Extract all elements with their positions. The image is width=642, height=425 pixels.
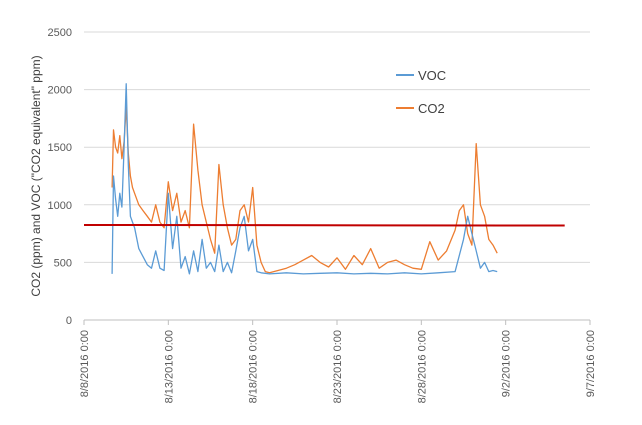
- x-tick-label: 8/13/2016 0:00: [163, 330, 175, 403]
- y-tick-label: 0: [66, 315, 72, 327]
- x-tick-label: 8/23/2016 0:00: [332, 330, 344, 403]
- series-line-voc: [111, 83, 498, 275]
- y-tick-label: 2500: [48, 27, 72, 39]
- reference-layer: [83, 223, 565, 227]
- y-axis-title: CO2 (ppm) and VOC ("CO2 equivalent" ppm): [29, 55, 43, 296]
- series-layer: [111, 83, 498, 275]
- x-tick-label: 8/28/2016 0:00: [416, 330, 428, 403]
- x-tick-label: 8/8/2016 0:00: [79, 330, 91, 397]
- y-tick-label: 2000: [48, 85, 72, 97]
- x-tick-labels: 8/8/2016 0:00 8/13/2016 0:00 8/18/2016 0:0…: [79, 330, 597, 403]
- legend-label-voc: VOC: [418, 68, 446, 83]
- x-tick-label: 8/18/2016 0:00: [248, 330, 260, 403]
- series-line-co2: [111, 106, 498, 274]
- legend: VOC CO2: [396, 68, 446, 116]
- x-axis: [83, 319, 591, 325]
- gridlines: [84, 31, 590, 263]
- threshold-line: [83, 223, 565, 227]
- x-tick-label: 9/2/2016 0:00: [501, 330, 513, 397]
- y-tick-labels: 0 500 1000 1500 2000 2500: [48, 27, 72, 327]
- y-tick-label: 500: [54, 257, 72, 269]
- y-tick-label: 1500: [48, 142, 72, 154]
- x-tick-label: 9/7/2016 0:00: [585, 330, 597, 397]
- y-tick-label: 1000: [48, 200, 72, 212]
- legend-label-co2: CO2: [418, 101, 445, 116]
